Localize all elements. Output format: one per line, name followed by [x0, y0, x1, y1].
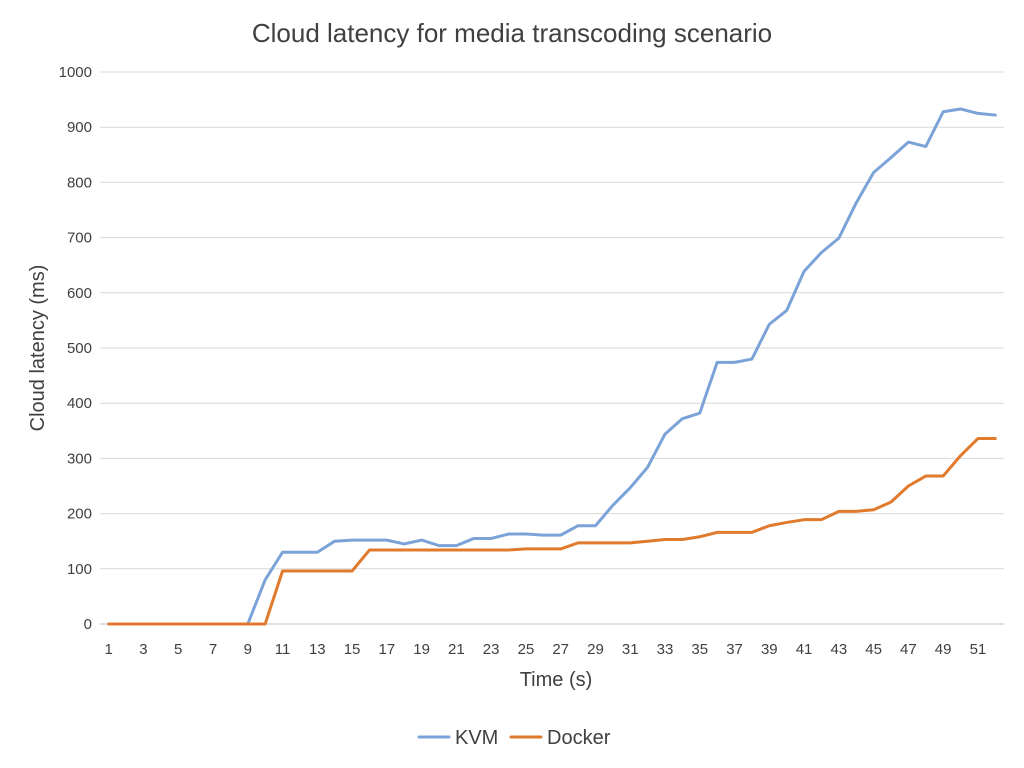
legend: KVM Docker	[417, 727, 611, 749]
x-tick-label: 45	[865, 641, 882, 658]
y-tick-label: 300	[67, 450, 92, 467]
x-tick-label: 11	[275, 641, 291, 658]
x-tick-label: 31	[622, 641, 639, 658]
series-lines	[107, 107, 997, 626]
x-tick-label: 43	[831, 641, 848, 658]
x-tick-label: 41	[796, 641, 813, 658]
y-tick-label: 600	[67, 285, 92, 302]
x-tick-label: 25	[518, 641, 535, 658]
x-axis-ticks: 1 3 5 7 9 11 13 15 17 19 21 23 25 27 29 31 33 35 37 39 41 43 4…	[105, 641, 987, 658]
x-tick-label: 5	[174, 641, 182, 658]
series-line-kvm	[107, 107, 997, 626]
x-tick-label: 23	[483, 641, 500, 658]
x-tick-label: 47	[900, 641, 917, 658]
x-tick-label: 7	[209, 641, 217, 658]
y-tick-label: 700	[67, 230, 92, 247]
x-tick-label: 15	[344, 641, 361, 658]
x-tick-label: 35	[691, 641, 708, 658]
x-tick-label: 51	[970, 641, 987, 658]
legend-label-docker: Docker	[547, 727, 611, 749]
y-tick-label: 0	[84, 616, 92, 633]
y-tick-label: 100	[67, 561, 92, 578]
y-tick-label: 400	[67, 395, 92, 412]
y-tick-label: 800	[67, 174, 92, 191]
x-tick-label: 39	[761, 641, 778, 658]
x-tick-label: 33	[657, 641, 674, 658]
x-tick-label: 19	[413, 641, 430, 658]
y-tick-label: 900	[67, 119, 92, 136]
x-tick-label: 27	[552, 641, 569, 658]
y-axis-ticks: 0 100 200 300 400 500 600 700 800 900 1000	[59, 64, 92, 633]
x-axis-title: Time (s)	[520, 669, 593, 691]
y-tick-label: 500	[67, 340, 92, 357]
x-tick-label: 29	[587, 641, 604, 658]
y-axis-title: Cloud latency (ms)	[27, 265, 49, 432]
x-tick-label: 1	[105, 641, 113, 658]
x-tick-label: 9	[244, 641, 252, 658]
gridlines	[100, 71, 1004, 625]
legend-label-kvm: KVM	[455, 727, 498, 749]
x-tick-label: 17	[379, 641, 396, 658]
y-tick-label: 1000	[59, 64, 92, 81]
x-tick-label: 37	[726, 641, 743, 658]
x-tick-label: 3	[139, 641, 147, 658]
x-tick-label: 13	[309, 641, 326, 658]
x-tick-label: 49	[935, 641, 952, 658]
series-line-docker	[107, 437, 997, 626]
chart-title: Cloud latency for media transcoding scen…	[252, 18, 772, 48]
x-tick-label: 21	[448, 641, 465, 658]
y-tick-label: 200	[67, 506, 92, 523]
